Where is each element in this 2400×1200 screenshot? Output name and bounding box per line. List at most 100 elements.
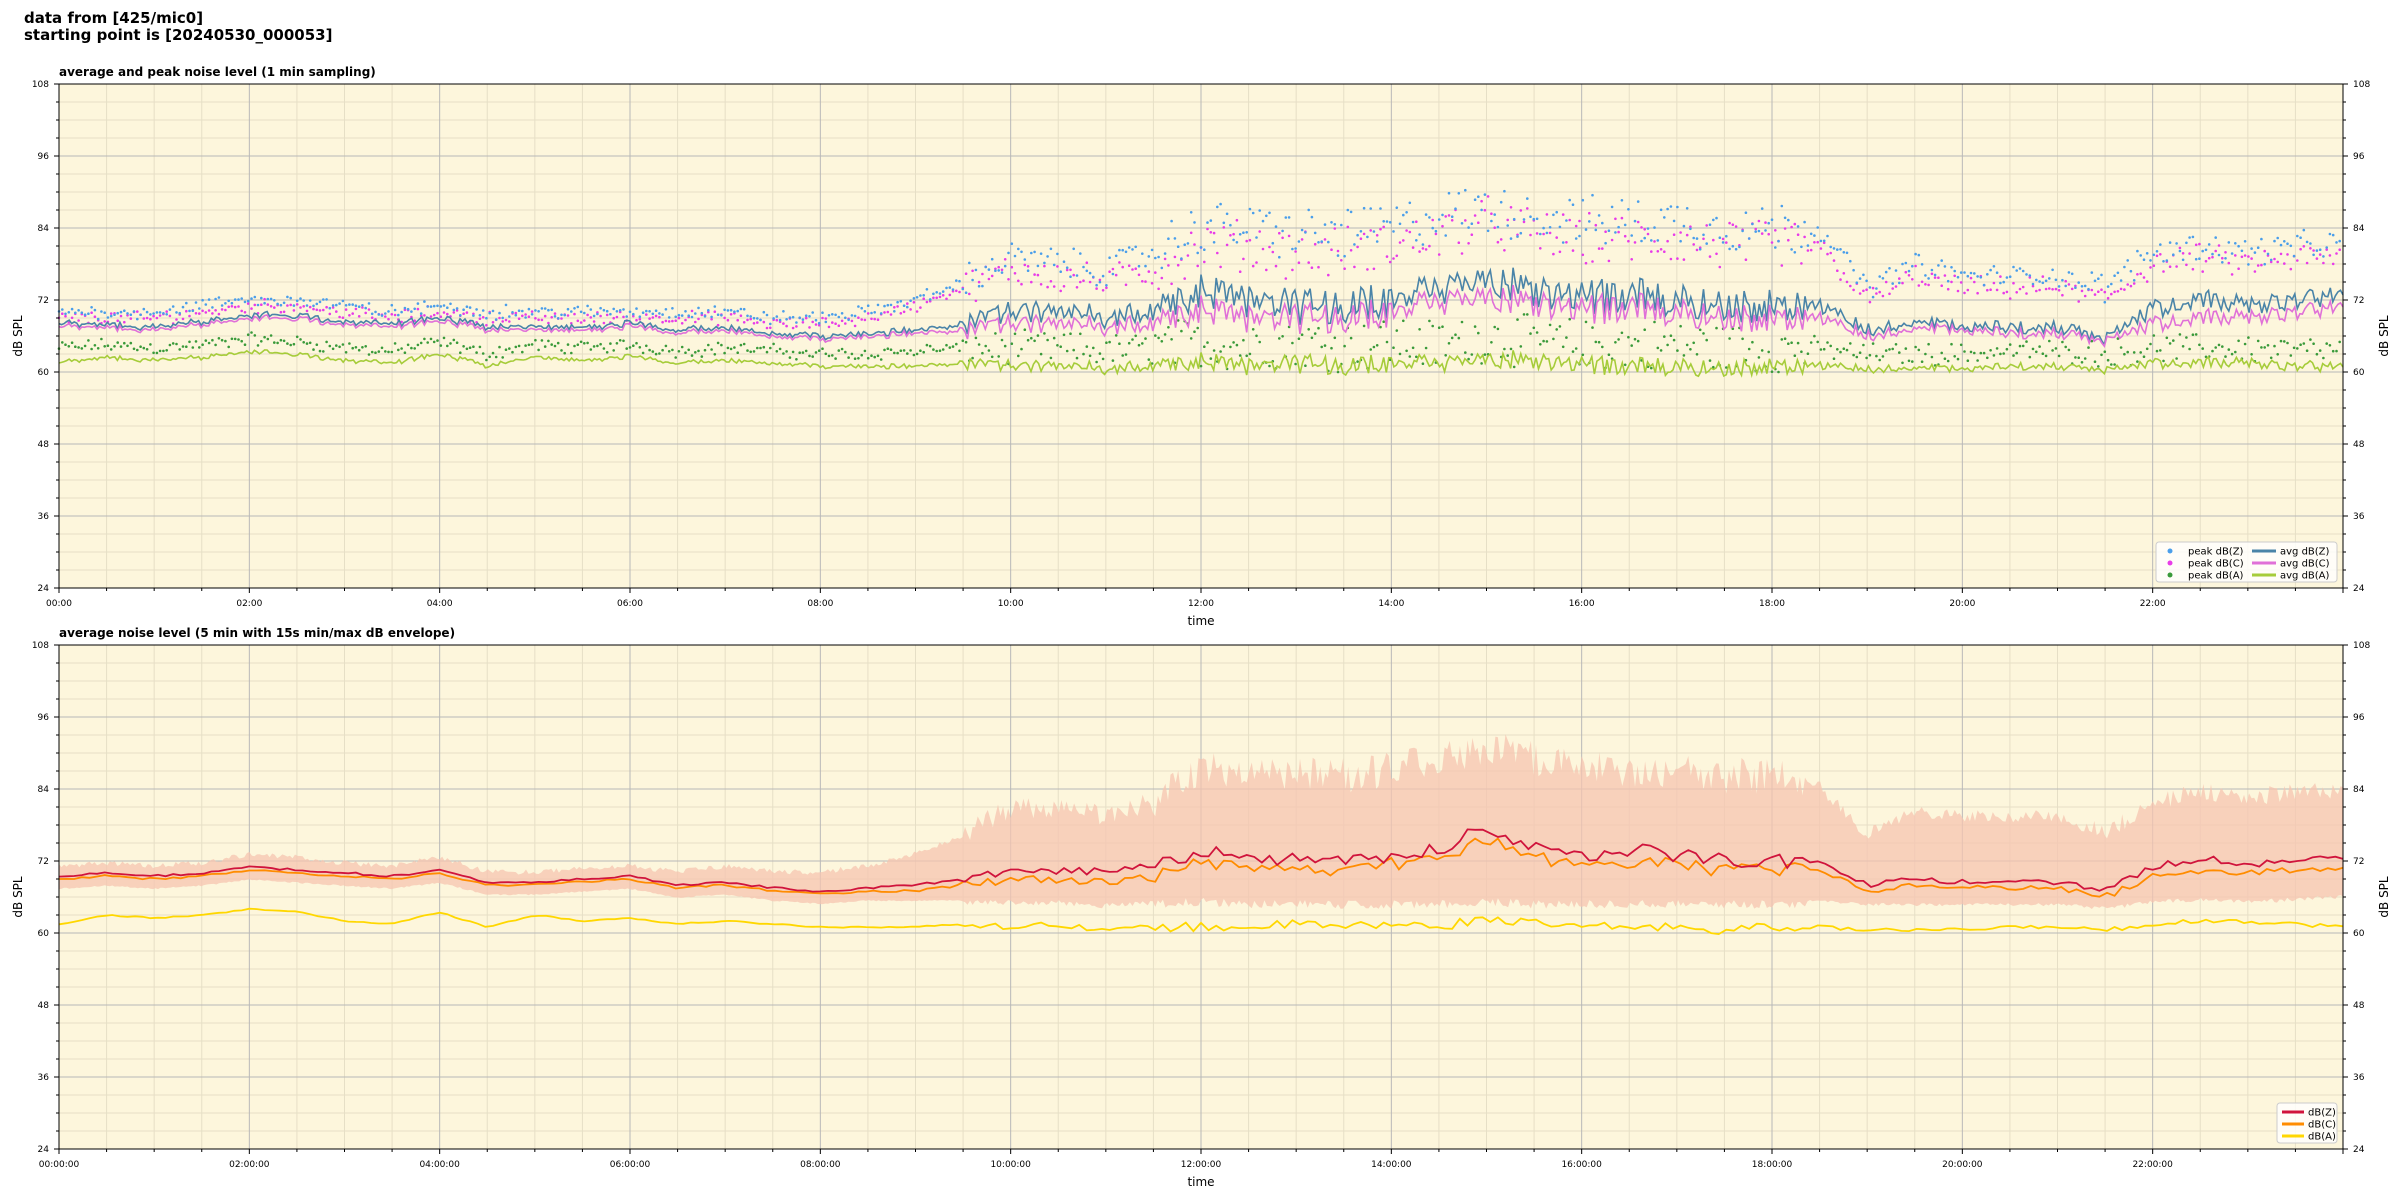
peak-point: [928, 299, 932, 303]
peak-point: [1294, 250, 1297, 253]
peak-point: [1121, 354, 1124, 357]
peak-point: [1059, 270, 1062, 274]
peak-point: [1304, 364, 1307, 368]
peak-point: [416, 343, 420, 347]
peak-point: [1271, 241, 1275, 245]
peak-point: [1137, 264, 1141, 268]
peak-point: [1154, 334, 1157, 337]
peak-point: [1493, 213, 1496, 216]
peak-point: [214, 297, 217, 301]
peak-point: [1999, 352, 2002, 356]
peak-point: [201, 343, 204, 347]
peak-point: [765, 313, 769, 317]
peak-point: [1297, 240, 1301, 243]
peak-point: [1441, 224, 1444, 228]
peak-point: [977, 343, 981, 346]
peak-point: [1114, 254, 1118, 258]
peak-point: [2331, 349, 2335, 353]
y-tick-label-right: 48: [2353, 1001, 2365, 1011]
peak-point: [1783, 216, 1787, 220]
peak-point: [1907, 274, 1911, 277]
peak-point: [1395, 254, 1399, 258]
peak-point: [2309, 247, 2312, 250]
peak-point: [1330, 346, 1333, 350]
peak-point: [1871, 286, 1875, 290]
peak-point: [1421, 247, 1425, 250]
peak-point: [2214, 249, 2217, 253]
peak-point: [765, 326, 769, 330]
peak-point: [393, 313, 397, 317]
peak-point: [514, 345, 518, 349]
peak-point: [1274, 225, 1278, 228]
peak-point: [1434, 232, 1438, 236]
peak-point: [1340, 259, 1343, 262]
peak-point: [423, 337, 426, 341]
peak-point: [1698, 328, 1702, 332]
peak-point: [1783, 337, 1787, 341]
peak-point: [1796, 225, 1800, 228]
peak-point: [462, 345, 465, 348]
peak-point: [964, 291, 968, 295]
peak-point: [645, 309, 648, 313]
peak-point: [648, 348, 651, 352]
peak-point: [1862, 273, 1865, 277]
x-tick-label: 08:00:00: [800, 1160, 841, 1170]
peak-point: [2214, 236, 2217, 239]
peak-point: [1382, 220, 1385, 223]
peak-point: [1656, 239, 1660, 242]
peak-point: [165, 349, 168, 352]
peak-point: [791, 350, 795, 354]
peak-point: [1366, 268, 1369, 271]
peak-point: [1424, 213, 1428, 216]
peak-point: [540, 307, 544, 310]
peak-point: [788, 356, 792, 359]
peak-point: [1728, 221, 1731, 225]
peak-point: [1884, 280, 1888, 284]
peak-point: [1692, 243, 1695, 246]
peak-point: [1317, 265, 1320, 269]
peak-point: [455, 309, 459, 312]
peak-point: [2106, 296, 2110, 300]
peak-point: [475, 351, 478, 354]
peak-point: [1415, 220, 1418, 223]
peak-point: [498, 345, 501, 349]
peak-point: [1787, 238, 1790, 242]
peak-point: [824, 317, 828, 320]
peak-point: [1819, 247, 1823, 250]
peak-point: [1571, 249, 1575, 252]
peak-point: [2015, 351, 2018, 355]
peak-point: [896, 305, 899, 308]
peak-point: [860, 318, 863, 321]
peak-point: [1904, 347, 1908, 350]
peak-point: [1588, 211, 1591, 215]
peak-point: [494, 355, 498, 359]
peak-point: [77, 309, 80, 312]
peak-point: [1131, 248, 1134, 251]
x-tick-label: 04:00:00: [419, 1160, 460, 1170]
peak-point: [1725, 241, 1728, 244]
peak-point: [2155, 250, 2159, 253]
peak-point: [2279, 243, 2283, 247]
peak-point: [488, 311, 492, 315]
peak-point: [2119, 279, 2123, 282]
peak-point: [1056, 252, 1059, 256]
peak-point: [286, 304, 289, 307]
peak-point: [1477, 195, 1480, 198]
peak-point: [749, 350, 752, 354]
peak-point: [1251, 264, 1255, 268]
peak-point: [1617, 230, 1620, 234]
peak-point: [612, 316, 615, 320]
peak-point: [1017, 279, 1020, 283]
peak-point: [1483, 353, 1487, 356]
peak-point: [2162, 260, 2165, 263]
peak-point: [514, 311, 518, 315]
peak-point: [1780, 204, 1784, 208]
peak-point: [1284, 277, 1288, 280]
peak-point: [136, 348, 139, 352]
peak-point: [204, 311, 208, 314]
peak-point: [2338, 239, 2341, 243]
peak-point: [1594, 340, 1598, 344]
peak-point: [2113, 363, 2116, 366]
x-tick-label: 16:00: [1569, 599, 1595, 609]
peak-point: [1911, 360, 1914, 363]
